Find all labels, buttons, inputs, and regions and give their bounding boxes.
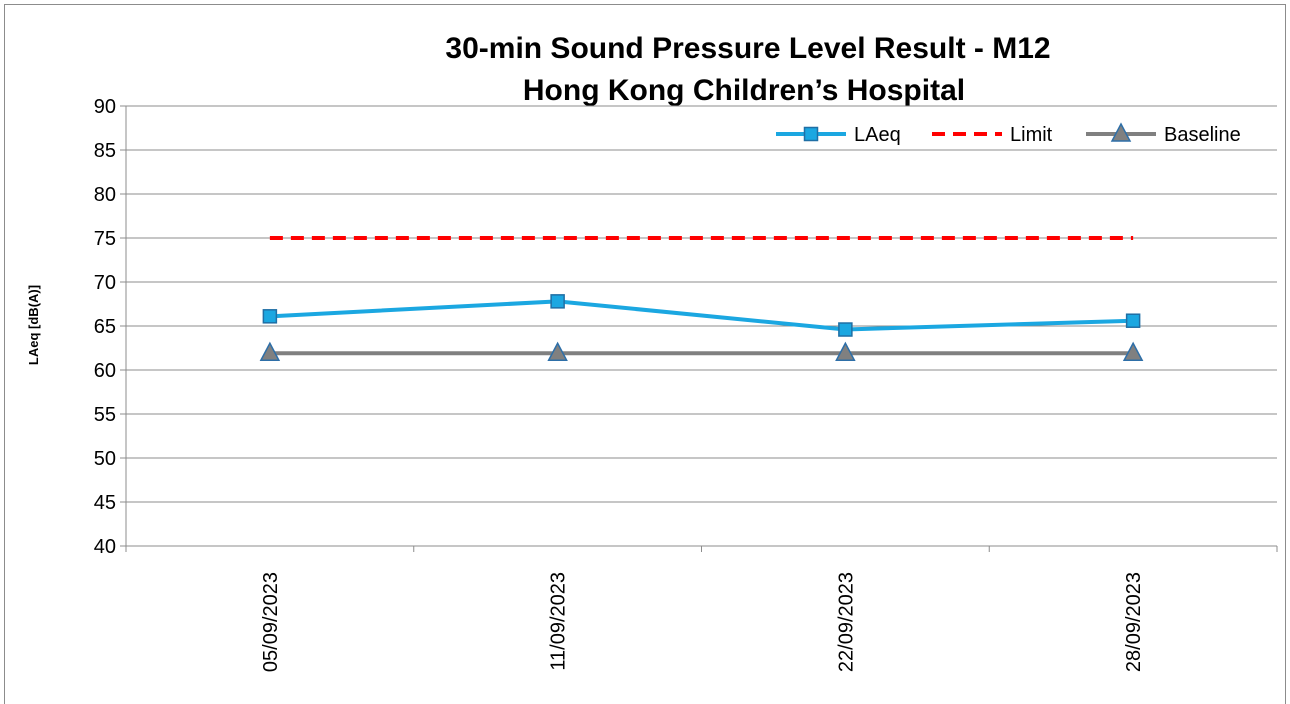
y-tick-label: 80 — [94, 184, 116, 206]
x-tick-label: 28/09/2023 — [1123, 572, 1145, 672]
y-tick-label: 45 — [94, 492, 116, 514]
x-tick-label: 05/09/2023 — [260, 572, 282, 672]
y-tick-label: 75 — [94, 228, 116, 250]
point-baseline — [259, 341, 281, 362]
y-tick-label: 40 — [94, 536, 116, 558]
series-line-laeq — [269, 299, 1134, 332]
legend-marker-baseline — [1110, 122, 1132, 142]
point-laeq — [550, 294, 565, 309]
point-laeq — [838, 322, 853, 337]
series-layer — [259, 236, 1144, 362]
y-tick-label: 65 — [94, 316, 116, 338]
y-tick-label: 50 — [94, 448, 116, 470]
point-baseline — [835, 341, 856, 362]
y-tick-label: 70 — [94, 272, 116, 294]
point-laeq — [262, 309, 278, 324]
chart-title: 30-min Sound Pressure Level Result - M12 — [445, 32, 1050, 65]
x-tick-label: 11/09/2023 — [548, 572, 570, 671]
y-tick-label: 85 — [94, 140, 116, 162]
y-tick-label: 55 — [94, 404, 116, 426]
legend-marker-laeq — [803, 126, 819, 142]
point-baseline — [1122, 341, 1144, 362]
chart-subtitle: Hong Kong Children’s Hospital — [523, 74, 965, 107]
legend-label-laeq: LAeq — [854, 124, 901, 146]
point-baseline — [547, 341, 568, 362]
y-tick-label: 60 — [94, 360, 116, 382]
x-tick-label: 22/09/2023 — [835, 572, 857, 672]
y-axis-label: LAeq [dB(A)] — [26, 285, 41, 365]
legend: LAeq Limit Baseline — [776, 122, 1241, 146]
grid-lines — [126, 105, 1277, 503]
legend-label-baseline: Baseline — [1164, 124, 1241, 146]
axes: 40 45 50 55 60 65 70 75 80 85 90 05/09/2023 11/09/20… — [94, 96, 1278, 672]
point-laeq — [1125, 313, 1141, 328]
legend-label-limit: Limit — [1010, 124, 1053, 146]
y-tick-label: 90 — [94, 96, 116, 118]
